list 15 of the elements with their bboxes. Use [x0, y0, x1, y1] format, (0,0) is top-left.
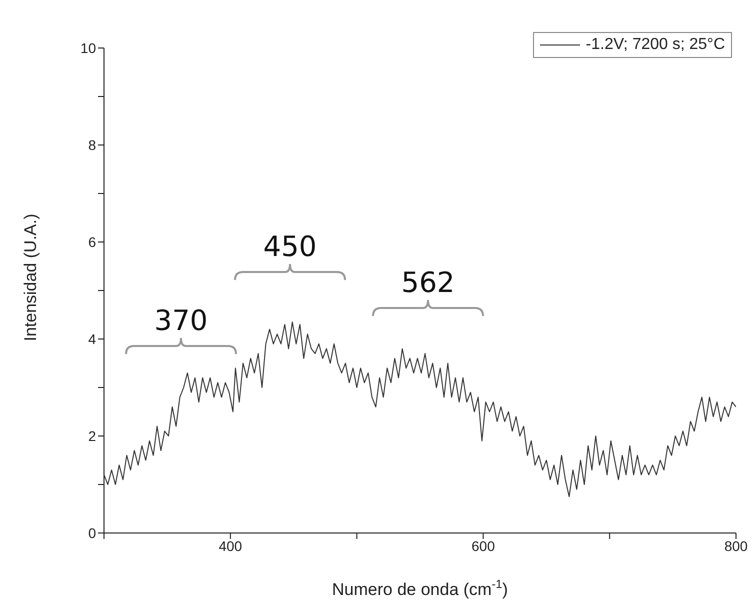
- annotation: 370: [154, 304, 208, 337]
- annotation: 562: [401, 266, 455, 299]
- y-tick-label: 2: [88, 428, 96, 444]
- x-tick-label: 600: [472, 538, 496, 554]
- annotation: 450: [263, 230, 317, 263]
- y-tick-label: 10: [80, 40, 96, 56]
- y-tick-label: 6: [88, 234, 96, 250]
- x-axis-title: Numero de onda (cm$^{-1}$): [332, 577, 508, 599]
- y-tick-label: 0: [88, 524, 96, 541]
- y-tick-label: 8: [88, 136, 96, 153]
- y-axis-title: Intensidad (U.A.): [21, 214, 40, 342]
- y-tick-label: 4: [88, 330, 96, 347]
- x-tick-label: 800: [724, 538, 748, 554]
- legend-label: -1.2V; 7200 s; 25°C: [586, 36, 725, 54]
- x-tick-label: 400: [218, 538, 242, 554]
